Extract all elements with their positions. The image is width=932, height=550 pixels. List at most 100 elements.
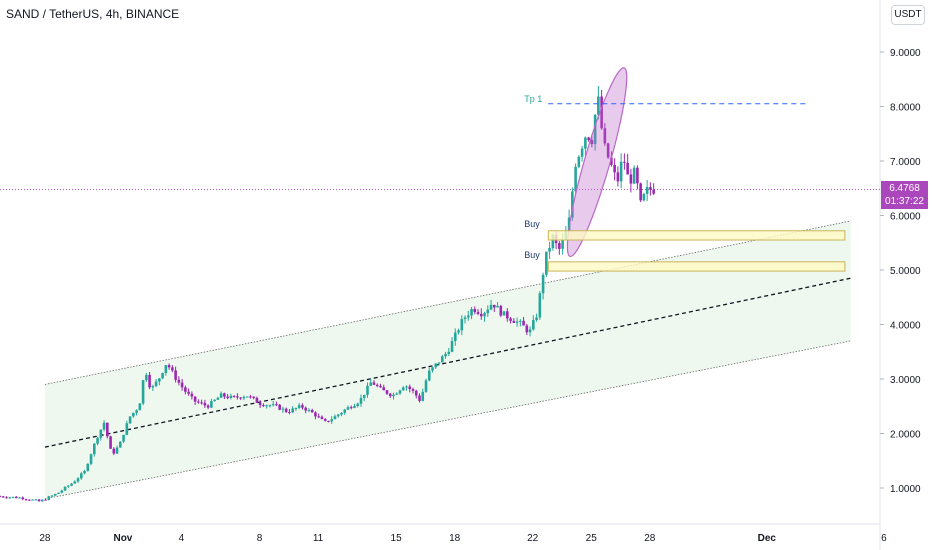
candle-body bbox=[450, 341, 454, 352]
candle-body bbox=[470, 308, 473, 316]
candle-body bbox=[281, 408, 285, 410]
candle-body bbox=[242, 396, 246, 399]
candle-body bbox=[73, 481, 77, 484]
candle-body bbox=[395, 393, 399, 395]
candle-body bbox=[171, 367, 174, 371]
candle-body bbox=[584, 137, 587, 149]
candle-body bbox=[255, 397, 259, 403]
candle-body bbox=[132, 412, 135, 417]
candle-body bbox=[161, 372, 164, 379]
candle-body bbox=[288, 411, 291, 413]
candle-body bbox=[53, 493, 57, 496]
candle-body bbox=[571, 191, 574, 218]
candle-body bbox=[151, 386, 155, 388]
candle-body bbox=[102, 422, 106, 430]
time-tick-label: 28 bbox=[39, 533, 51, 544]
candle-body bbox=[401, 387, 405, 391]
candle-body bbox=[590, 140, 594, 145]
candle-body bbox=[359, 397, 363, 404]
candle-body bbox=[0, 496, 2, 498]
candle-body bbox=[200, 402, 203, 404]
candle-body bbox=[343, 409, 347, 413]
time-tick-label: 25 bbox=[586, 533, 598, 544]
candle-body bbox=[515, 321, 519, 323]
candle-body bbox=[548, 248, 551, 252]
candle-body bbox=[310, 409, 314, 413]
candle-body bbox=[519, 320, 522, 322]
candle-body bbox=[375, 384, 379, 387]
candle-body bbox=[239, 397, 242, 399]
time-tick-label: 8 bbox=[257, 533, 263, 544]
candle-body bbox=[463, 317, 467, 320]
candle-body bbox=[154, 381, 158, 387]
price-tick-label: 4.0000 bbox=[890, 321, 921, 332]
candle-body bbox=[466, 315, 470, 318]
candle-body bbox=[603, 128, 607, 144]
candle-body bbox=[128, 416, 132, 424]
candle-body bbox=[330, 419, 334, 422]
candle-body bbox=[21, 497, 25, 500]
candle-body bbox=[18, 497, 21, 499]
time-tick-label: Dec bbox=[758, 533, 777, 544]
candle-body bbox=[398, 390, 402, 394]
candle-body bbox=[174, 370, 177, 380]
candle-body bbox=[219, 393, 223, 398]
candle-body bbox=[50, 495, 54, 497]
candle-body bbox=[203, 402, 207, 406]
candle-body bbox=[177, 379, 181, 383]
candle-body bbox=[460, 319, 464, 331]
candle-body bbox=[369, 382, 373, 386]
candle-body bbox=[27, 499, 31, 501]
candle-body bbox=[480, 313, 483, 317]
candle-body bbox=[434, 363, 438, 368]
candle-body bbox=[148, 374, 151, 388]
candle-body bbox=[444, 353, 447, 357]
candle-body bbox=[252, 396, 255, 398]
candle-body bbox=[606, 143, 610, 158]
candle-body bbox=[509, 318, 512, 321]
candle-body bbox=[532, 320, 535, 330]
candle-body bbox=[447, 351, 451, 354]
candle-body bbox=[1, 496, 5, 498]
candle-body bbox=[486, 309, 490, 314]
candle-body bbox=[597, 96, 600, 115]
candle-body bbox=[307, 409, 311, 411]
candle-body bbox=[210, 401, 213, 408]
candle-body bbox=[34, 499, 38, 501]
price-tick-label: 9.0000 bbox=[890, 48, 921, 59]
candle-body bbox=[86, 463, 90, 471]
price-tick-label: 3.0000 bbox=[890, 375, 921, 386]
candle-body bbox=[483, 313, 486, 317]
candle-body bbox=[145, 374, 148, 381]
candle-body bbox=[561, 239, 564, 249]
buy-zone bbox=[547, 261, 846, 272]
candle-body bbox=[40, 499, 44, 502]
candle-body bbox=[80, 473, 83, 479]
candle-body bbox=[158, 378, 161, 382]
candle-body bbox=[493, 304, 496, 308]
candle-body bbox=[76, 478, 80, 482]
candle-body bbox=[333, 416, 337, 420]
candle-body bbox=[632, 167, 636, 184]
candle-body bbox=[70, 483, 73, 486]
time-tick-label: 28 bbox=[644, 533, 656, 544]
candle-body bbox=[476, 312, 480, 314]
candle-body bbox=[106, 422, 109, 437]
candle-body bbox=[206, 405, 210, 408]
candle-body bbox=[473, 308, 477, 313]
candle-body bbox=[502, 311, 506, 316]
time-tick-label: 22 bbox=[527, 533, 539, 544]
channel-mid-line bbox=[44, 277, 851, 448]
candle-body bbox=[258, 402, 262, 406]
annotations-layer: Buy Buy Tp 1 bbox=[0, 67, 880, 272]
candle-body bbox=[522, 320, 525, 326]
candle-body bbox=[636, 167, 639, 184]
candle-body bbox=[408, 386, 412, 389]
candle-body bbox=[623, 161, 626, 163]
candle-body bbox=[405, 386, 408, 388]
candle-body bbox=[418, 395, 421, 401]
candle-body bbox=[138, 403, 142, 411]
candle-body bbox=[382, 387, 386, 391]
currency-button[interactable]: USDT bbox=[891, 5, 925, 25]
